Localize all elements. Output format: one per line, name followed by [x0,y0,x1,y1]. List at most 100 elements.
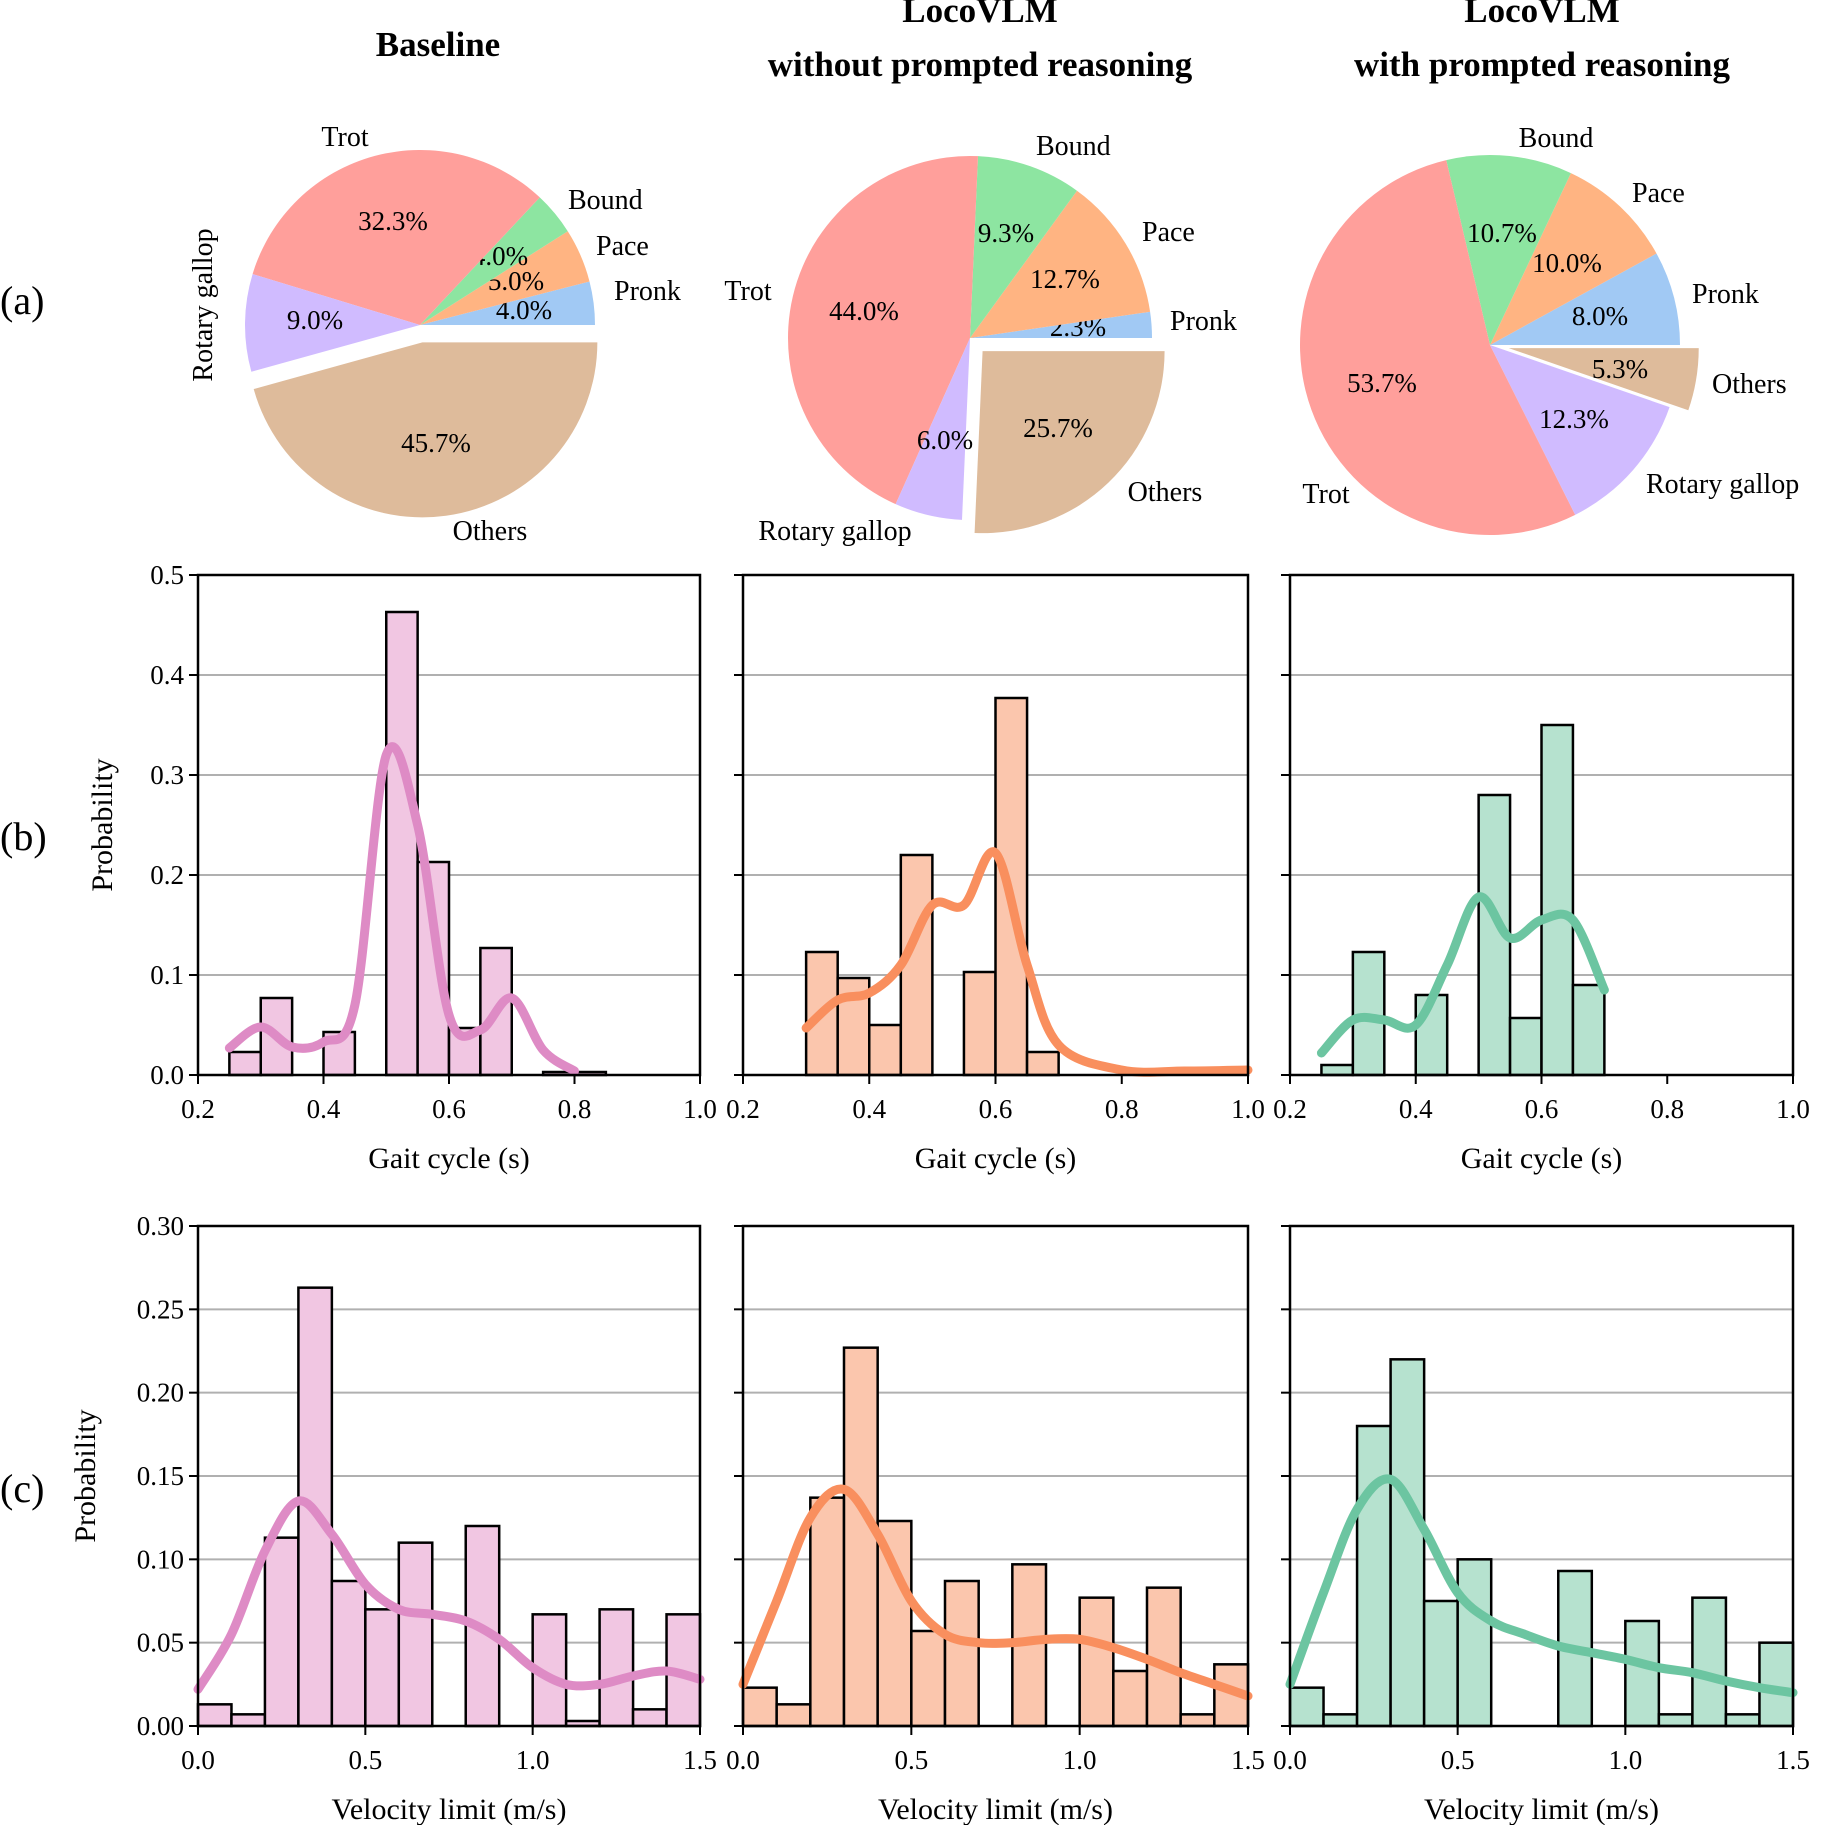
histogram-bar [1624,1619,1661,1728]
histogram-bar [230,1713,267,1728]
pie-label-others: Others [1712,369,1787,400]
histogram-bar [1389,1358,1426,1728]
y-tick-label: 0.25 [137,1294,184,1324]
y-tick-label: 0.5 [150,560,184,590]
y-tick-label: 0.0 [150,1060,184,1090]
pie-label-bound: Bound [568,185,643,216]
x-axis-label: Gait cycle (s) [1461,1142,1623,1175]
pie-label-bound: Bound [1036,131,1111,162]
histogram-bar [809,1496,846,1728]
histogram-bar [1691,1596,1728,1728]
histogram-bar [1508,1016,1543,1077]
histogram-bar [1288,1686,1325,1728]
histogram-bar [1078,1596,1115,1728]
y-tick-label: 0.3 [150,760,184,790]
y-tick-label: 0.15 [137,1461,184,1491]
x-tick-label: 1.0 [1063,1745,1097,1775]
x-tick-label: 1.0 [516,1745,550,1775]
hist-velocity-without-reasoning: 0.0 0.5 1.0 1.5 Velocity limit (m/s) [726,1224,1265,1825]
pie-percent-others: 5.3% [1592,354,1648,384]
histogram-bar [631,1708,668,1728]
pie-label-pace: Pace [596,231,649,262]
x-tick-label: 0.6 [979,1094,1013,1124]
hist-velocity-baseline: 0.00 0.05 0.10 0.15 0.20 0.25 0.30 0.0 0.5 1.0 1.5… [69,1211,717,1825]
title-baseline: Baseline [376,25,500,64]
x-tick-label: 0.2 [181,1094,215,1124]
y-tick-label: 0.30 [137,1211,184,1241]
histogram-bar [962,970,997,1077]
pie-label-trot: Trot [724,276,771,307]
y-tick-label: 0.20 [137,1378,184,1408]
pie-slice-others [1508,348,1699,411]
row-label-c: (c) [0,1466,44,1511]
x-tick-label: 0.8 [558,1094,592,1124]
x-tick-label: 0.5 [348,1745,382,1775]
histogram-bar [364,1608,401,1728]
pie-with-reasoning: Pronk 8.0% Pace 10.0% Bound 10.7% Trot 53.7% Rot… [1300,123,1799,535]
hist-velocity-with-reasoning: 0.0 0.5 1.0 1.5 Velocity limit (m/s) [1273,1224,1810,1825]
pie-slice-trot [788,156,979,505]
pie-label-pace: Pace [1142,217,1195,248]
pie-percent-rotary-gallop: 6.0% [917,425,973,455]
kde-curve [738,1484,1253,1701]
kde-curve [193,1496,705,1694]
pie-label-pace: Pace [1632,178,1685,209]
title-with-line2: with prompted reasoning [1354,45,1730,84]
y-tick-label: 0.2 [150,860,184,890]
x-tick-label: 1.0 [1608,1745,1642,1775]
y-tick-label: 0.4 [150,660,184,690]
histogram-bar [397,1541,434,1728]
pie-percent-bound: 9.3% [978,218,1034,248]
kde-curve [801,847,1253,1077]
x-tick-label: 0.5 [894,1745,928,1775]
histogram-bar [1112,1669,1149,1728]
histogram-bar [842,1346,879,1728]
y-tick-label: 0.10 [137,1544,184,1574]
histogram-bar [876,1519,913,1728]
x-tick-label: 0.0 [181,1745,215,1775]
histogram-bar [1422,1599,1459,1728]
pie-label-pronk: Pronk [1692,279,1759,310]
histogram-bar [775,1703,812,1728]
pie-label-trot: Trot [321,122,368,153]
pie-percent-bound: 10.7% [1467,218,1537,248]
x-tick-label: 1.5 [1231,1745,1265,1775]
x-tick-label: 0.2 [726,1094,760,1124]
kde-curve [1316,892,1609,1058]
pie-slice-trot [1300,160,1576,535]
pie-slice-pace [1490,173,1657,345]
x-tick-label: 0.6 [1525,1094,1559,1124]
pie-percent-pronk: 8.0% [1572,301,1628,331]
pie-slice-pronk [420,281,595,325]
y-tick-label: 0.1 [150,960,184,990]
title-without-line2: without prompted reasoning [768,45,1193,84]
pie-without-reasoning: Pronk2.3%Pace12.7%Bound9.3%Trot44.0%Rota… [724,131,1237,547]
histogram-bar [1322,1713,1359,1728]
pie-slice-rotary-gallop [1490,345,1670,515]
pie-slice-trot [252,150,540,325]
histogram-bar [263,1536,300,1728]
histogram-bar [1571,983,1606,1077]
histogram-bar [1320,1063,1355,1077]
histogram-bar [1456,1558,1493,1728]
pie-percent-pace: 10.0% [1532,248,1602,278]
y-axis-label: Probability [69,1409,102,1542]
y-tick-label: 0.05 [137,1628,184,1658]
x-axis-label: Velocity limit (m/s) [332,1793,567,1825]
histogram-bar [910,1629,947,1728]
pie-slice-pace [970,190,1151,338]
histogram-bar [196,1703,233,1728]
pie-slice-others [974,351,1165,534]
title-without-line1: LocoVLM [902,0,1058,30]
x-tick-label: 1.5 [683,1745,717,1775]
pie-slice-pronk [1490,253,1680,345]
row-label-b: (b) [0,814,47,859]
pie-slice-rotary-gallop [245,274,420,372]
y-tick-label: 0.00 [137,1711,184,1741]
x-tick-label: 0.6 [432,1094,466,1124]
pie-percent-trot: 53.7% [1347,368,1417,398]
histogram-bar [1355,1424,1392,1728]
histogram-bar [1540,723,1575,1077]
pie-label-rotary-gallop: Rotary gallop [188,228,219,381]
pie-label-trot: Trot [1302,479,1349,510]
